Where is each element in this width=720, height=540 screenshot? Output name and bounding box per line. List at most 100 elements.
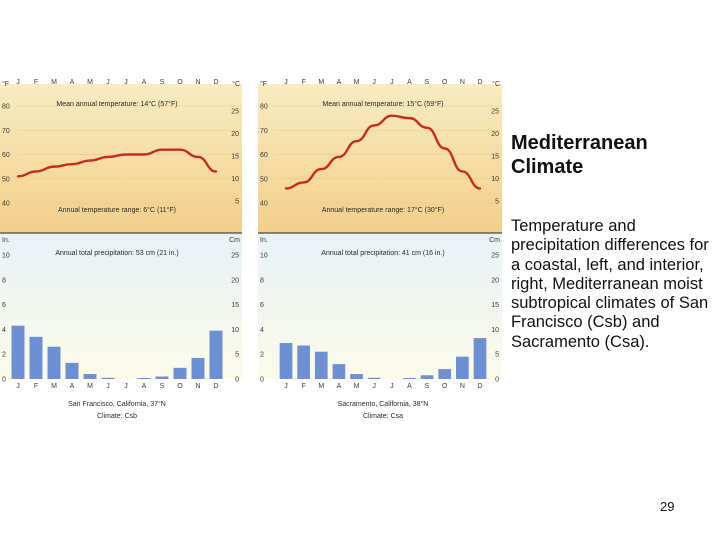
precipitation-bar <box>350 374 363 379</box>
temperature-line <box>284 114 482 190</box>
temp-tick-f: 80 <box>260 104 268 111</box>
temperature-point <box>53 165 55 168</box>
temperature-point <box>320 168 323 170</box>
precipitation-bar <box>29 336 43 379</box>
precipitation-bar <box>279 343 293 379</box>
month-label-top: J <box>284 79 288 86</box>
temperature-point <box>408 117 411 119</box>
month-label-bottom: O <box>177 383 183 390</box>
precip-tick-in: 4 <box>2 327 6 334</box>
month-label-top: F <box>34 79 38 86</box>
precipitation-bar <box>83 374 97 379</box>
precip-tick-cm: 5 <box>235 352 239 359</box>
precip-tick-cm: 20 <box>491 277 499 284</box>
temperature-point <box>391 114 393 117</box>
precipitation-bar <box>155 376 169 379</box>
precip-tick-in: 6 <box>260 302 264 309</box>
temperature-point <box>302 181 305 184</box>
temp-tick-c: 25 <box>231 109 239 116</box>
month-label-bottom: M <box>51 383 57 390</box>
precipitation-bar <box>403 378 416 379</box>
temp-tick-f: 80 <box>2 104 10 111</box>
precip-tick-cm: 10 <box>231 327 239 334</box>
month-label-top: M <box>354 79 360 86</box>
month-label-bottom: D <box>477 383 482 390</box>
month-label-top: N <box>195 79 200 86</box>
precipitation-bar <box>47 346 61 379</box>
month-label-bottom: S <box>160 383 165 390</box>
month-label-top: D <box>213 79 218 86</box>
precip-tick-cm: 0 <box>495 377 499 384</box>
temperature-point <box>179 148 181 151</box>
precipitation-bar <box>11 325 25 379</box>
temp-unit-left-label: °F <box>2 80 9 88</box>
temp-unit-right-label: °C <box>492 80 500 88</box>
precipitation-bar <box>65 362 79 379</box>
temp-tick-f: 60 <box>2 152 10 159</box>
temp-tick-c: 20 <box>491 131 499 138</box>
slide-description: Temperature and precipitation difference… <box>511 217 709 351</box>
temp-tick-f: 40 <box>2 201 10 208</box>
slide-title: Mediterranean Climate <box>511 131 711 179</box>
month-label-top: A <box>70 79 75 86</box>
month-label-bottom: O <box>442 383 448 390</box>
month-label-top: O <box>177 79 183 86</box>
month-label-bottom: F <box>34 383 38 390</box>
station-name-label: San Francisco, California, 37°N <box>68 400 166 408</box>
month-label-top: M <box>87 79 93 86</box>
temp-unit-right-label: °C <box>232 80 240 88</box>
precip-tick-cm: 15 <box>231 302 239 309</box>
month-label-bottom: N <box>460 383 465 390</box>
month-label-bottom: A <box>70 383 75 390</box>
temperature-point <box>35 170 37 173</box>
precip-tick-in: 0 <box>260 377 264 384</box>
temperature-point <box>461 170 464 173</box>
precip-tick-in: 2 <box>260 352 264 359</box>
temperature-point <box>71 163 73 165</box>
temperature-point <box>17 175 19 178</box>
temperature-point <box>338 156 340 158</box>
precip-tick-in: 4 <box>260 327 264 334</box>
precip-unit-left-label: In. <box>260 237 268 244</box>
temp-tick-c: 10 <box>491 176 499 183</box>
temp-tick-c: 15 <box>231 154 239 161</box>
precipitation-bar <box>297 345 310 379</box>
temperature-point <box>443 147 446 150</box>
slide-title-line-2: Climate <box>511 156 584 178</box>
precipitation-bar <box>173 367 187 379</box>
temp-tick-f: 50 <box>260 176 268 183</box>
month-label-top: N <box>460 79 465 86</box>
month-label-bottom: J <box>106 383 110 390</box>
temperature-point <box>143 153 145 156</box>
temperature-point <box>479 187 481 190</box>
precip-tick-cm: 10 <box>491 327 499 334</box>
month-label-top: D <box>477 79 482 86</box>
temperature-point <box>215 170 217 173</box>
month-label-top: A <box>407 79 412 86</box>
precipitation-bar <box>314 351 328 379</box>
precip-unit-right-label: Cm <box>229 237 240 244</box>
precip-tick-in: 2 <box>2 352 6 359</box>
temperature-point <box>161 148 163 151</box>
precip-unit-right-label: Cm <box>489 237 500 244</box>
temperature-point <box>373 124 375 127</box>
month-label-bottom: M <box>87 383 93 390</box>
month-label-bottom: F <box>301 383 305 390</box>
month-label-top: A <box>142 79 147 86</box>
precip-tick-in: 10 <box>260 253 268 260</box>
month-label-top: A <box>337 79 342 86</box>
month-label-bottom: A <box>407 383 412 390</box>
precipitation-bar <box>367 377 381 379</box>
precipitation-bar <box>137 378 151 379</box>
slide-title-line-1: Mediterranean <box>511 132 648 154</box>
precip-tick-cm: 20 <box>231 277 239 284</box>
precip-tick-cm: 0 <box>235 377 239 384</box>
temperature-point <box>355 140 358 142</box>
month-label-top: O <box>442 79 448 86</box>
annual-temperature-range-label: Annual temperature range: 6°C (11°F) <box>58 206 176 214</box>
temperature-point <box>426 127 428 129</box>
temp-tick-c: 5 <box>495 199 499 206</box>
station-name-label: Sacramento, California, 38°N <box>338 400 429 408</box>
page-number: 29 <box>660 499 675 514</box>
month-label-bottom: A <box>142 383 147 390</box>
